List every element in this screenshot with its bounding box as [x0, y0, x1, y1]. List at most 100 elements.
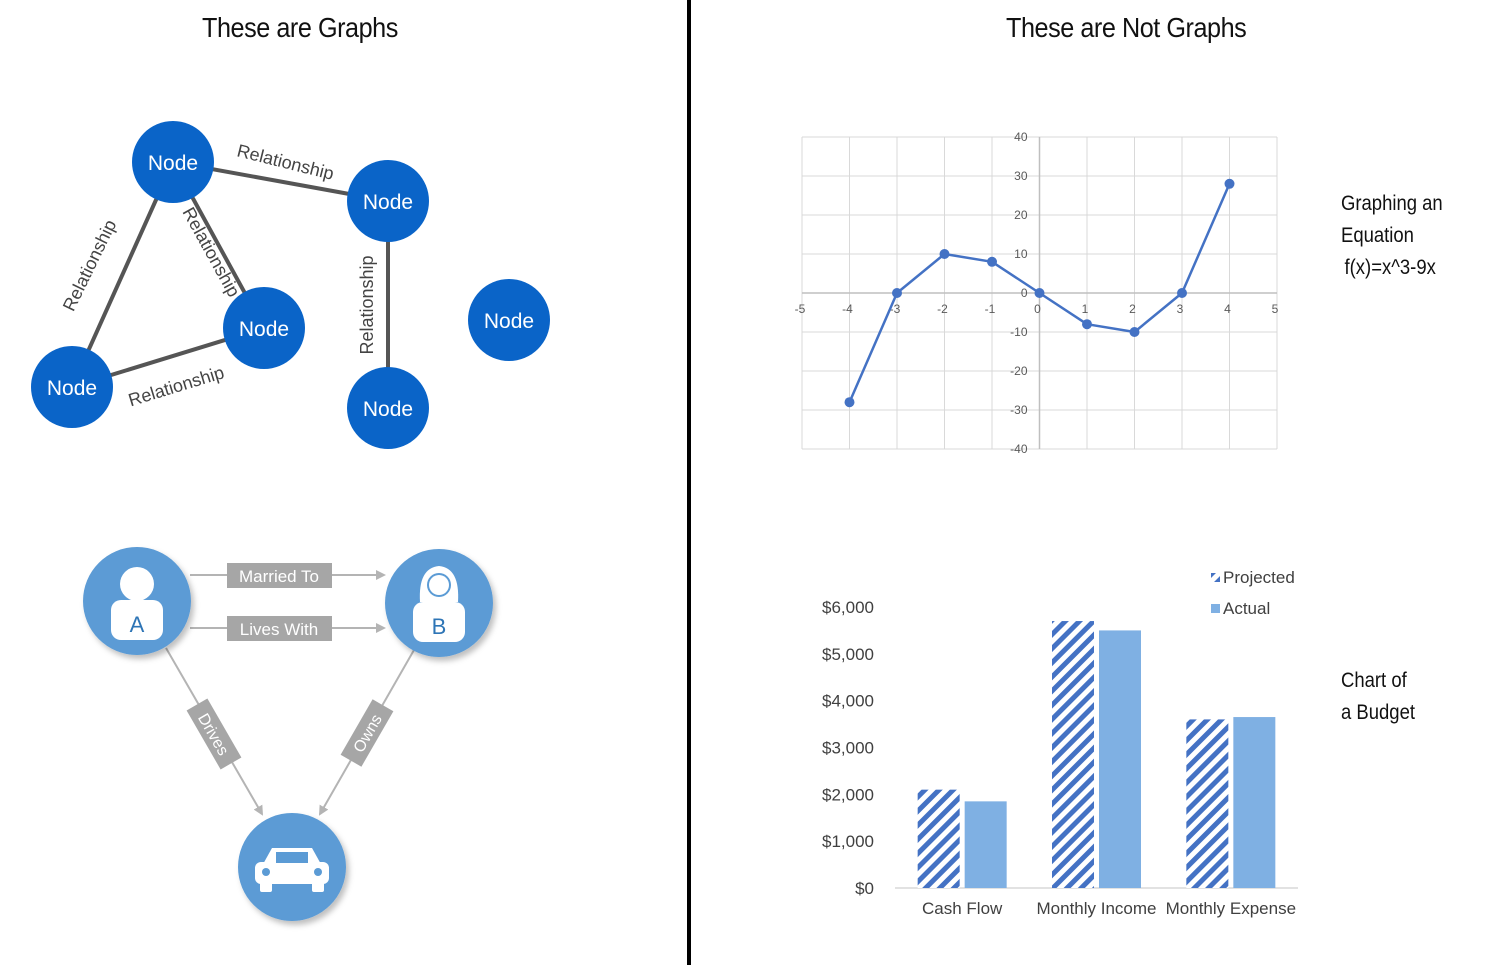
data-point	[844, 397, 855, 408]
node: Node	[347, 367, 429, 449]
x-tick-label: -3	[890, 302, 901, 316]
y-tick-label: $0	[855, 879, 874, 898]
data-series	[844, 178, 1235, 408]
legend-swatch	[1211, 604, 1220, 613]
equation-caption-line: Graphing an	[1341, 192, 1443, 215]
x-tick-label: 0	[1034, 302, 1041, 316]
edge-label-married-to: Married To	[227, 563, 332, 588]
person-female-icon	[413, 566, 465, 642]
x-tick-label: -5	[795, 302, 806, 316]
svg-text:Node: Node	[239, 318, 289, 341]
y-tick-label: -40	[1010, 442, 1028, 456]
y-tick-labels: $6,000 $5,000 $4,000 $3,000 $2,000 $1,000 $0	[822, 598, 874, 898]
car-node	[238, 813, 346, 921]
x-tick-label: 2	[1129, 302, 1136, 316]
node: Node	[468, 279, 550, 361]
budget-caption-line: Chart of	[1341, 669, 1407, 692]
bar-projected	[1052, 621, 1094, 888]
x-tick-label: 3	[1177, 302, 1184, 316]
equation-caption: Graphing an Equation f(x)=x^3-9x	[1341, 188, 1443, 284]
svg-text:Node: Node	[484, 310, 534, 333]
bar-actual	[964, 801, 1007, 888]
category-label: Monthly Expense	[1166, 899, 1296, 918]
edge-label-drives: Drives	[186, 698, 242, 770]
edge-label-lives-with: Lives With	[227, 616, 332, 641]
edge-label: Relationship	[178, 204, 244, 300]
equation-formula: f(x)=x^3-9x	[1344, 256, 1436, 279]
legend-label: Actual	[1223, 599, 1270, 618]
x-tick-label: 4	[1224, 302, 1231, 316]
budget-bar-chart: $6,000 $5,000 $4,000 $3,000 $2,000 $1,000 $0 C…	[822, 568, 1298, 918]
divider	[687, 0, 691, 965]
y-tick-label: 20	[1014, 208, 1028, 222]
x-tick-labels: -5 -4 -3 -2 -1 0 1 2 3 4 5	[795, 302, 1279, 316]
y-tick-label: -10	[1010, 325, 1028, 339]
bar-projected	[917, 789, 960, 888]
budget-caption: Chart of a Budget	[1341, 665, 1415, 729]
bar-actual	[1099, 630, 1141, 888]
people-graph: Married To Lives With Drives Owns A	[83, 547, 493, 921]
category-labels: Cash Flow Monthly Income Monthly Expense	[922, 899, 1296, 918]
y-tick-label: 0	[1021, 286, 1028, 300]
svg-text:Node: Node	[363, 398, 413, 421]
svg-text:Lives With: Lives With	[240, 620, 318, 639]
data-point	[1129, 327, 1140, 337]
node: Node	[132, 121, 214, 203]
svg-text:Node: Node	[148, 152, 198, 175]
y-tick-label: $3,000	[822, 739, 874, 758]
legend-label: Projected	[1223, 568, 1295, 587]
legend: Projected Actual	[1211, 568, 1295, 618]
person-a-label: A	[130, 612, 145, 637]
x-tick-label: -4	[842, 302, 853, 316]
x-tick-label: -2	[937, 302, 948, 316]
bar-projected	[1186, 719, 1229, 888]
svg-text:Node: Node	[363, 191, 413, 214]
y-tick-label: $2,000	[822, 785, 874, 804]
data-point	[1224, 178, 1235, 189]
right-heading: These are Not Graphs	[1006, 12, 1247, 43]
left-heading: These are Graphs	[202, 12, 398, 43]
y-tick-label: -30	[1010, 403, 1028, 417]
category-label: Cash Flow	[922, 899, 1003, 918]
equation-caption-line: Equation	[1341, 224, 1414, 247]
y-tick-label: 30	[1014, 169, 1028, 183]
edge-label: Relationship	[357, 255, 377, 354]
edge	[70, 161, 175, 388]
car-icon	[255, 848, 329, 892]
node: Node	[347, 160, 429, 242]
svg-text:Married To: Married To	[239, 567, 319, 586]
bar-actual	[1233, 717, 1276, 888]
data-point	[1177, 288, 1187, 298]
data-point	[892, 288, 902, 298]
data-point	[1082, 319, 1092, 330]
data-point	[939, 249, 950, 259]
y-tick-label: $1,000	[822, 832, 874, 851]
x-tick-label: -1	[985, 302, 996, 316]
y-tick-label: $4,000	[822, 692, 874, 711]
edge-label-owns: Owns	[340, 699, 394, 767]
y-tick-label: 40	[1014, 130, 1028, 144]
person-icon	[111, 567, 163, 640]
node-graph: Relationship Relationship Relationship R…	[31, 121, 550, 449]
data-point	[1034, 288, 1045, 298]
legend-swatch	[1211, 573, 1220, 582]
bars	[895, 621, 1298, 889]
data-point	[987, 256, 997, 267]
y-tick-labels: 40 30 20 10 0 -10 -20 -30 -40	[1010, 130, 1028, 456]
budget-caption-line: a Budget	[1341, 701, 1415, 724]
x-tick-label: 5	[1272, 302, 1279, 316]
y-tick-label: $6,000	[822, 598, 874, 617]
y-tick-label: 10	[1014, 247, 1028, 261]
person-b-label: B	[432, 614, 447, 639]
svg-text:Node: Node	[47, 377, 97, 400]
person-a-node: A	[83, 547, 191, 655]
node: Node	[223, 287, 305, 369]
y-tick-label: -20	[1010, 364, 1028, 378]
edge-label: Relationship	[126, 362, 227, 410]
node: Node	[31, 346, 113, 428]
category-label: Monthly Income	[1037, 899, 1157, 918]
person-b-node: B	[385, 549, 493, 657]
y-tick-label: $5,000	[822, 645, 874, 664]
